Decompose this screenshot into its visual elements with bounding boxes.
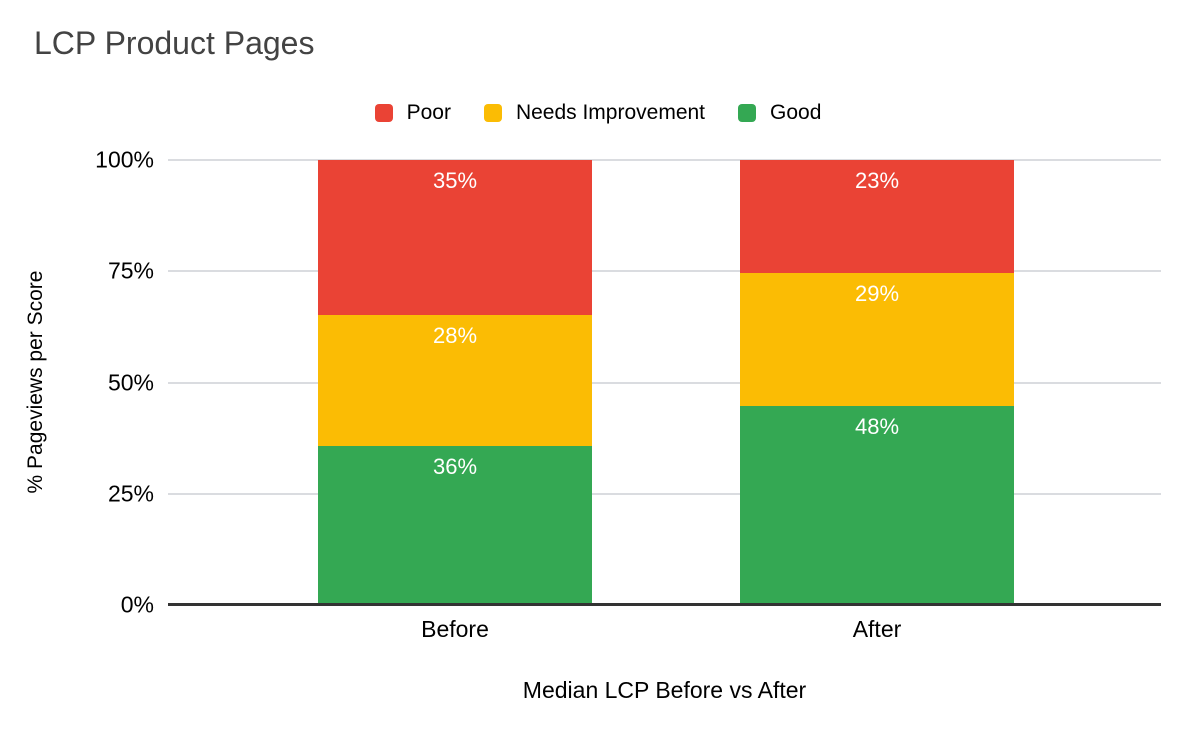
x-axis-baseline	[168, 603, 1161, 606]
x-category-label-after: After	[852, 616, 902, 642]
y-tick-label-50%: 50%	[107, 369, 154, 395]
legend-swatch-needs-improvement-icon	[483, 104, 502, 122]
y-axis-title: % Pageviews per Score	[24, 270, 47, 494]
legend-item-poor: Poor	[374, 101, 451, 125]
bar-value-label: 48%	[854, 414, 900, 440]
bar-segment-needs-improvement-before: 28%	[318, 315, 592, 447]
legend-swatch-poor-icon	[374, 104, 393, 122]
bar-segment-good-before: 36%	[318, 446, 592, 606]
bar-value-label: 35%	[432, 168, 478, 193]
y-tick-label-25%: 25%	[107, 480, 154, 507]
y-tick-label-75%: 75%	[107, 257, 154, 284]
legend-swatch-good-icon	[738, 104, 757, 122]
bar-segment-needs-improvement-after: 29%	[740, 272, 1014, 407]
y-tick-label-100%: 100%	[95, 146, 154, 173]
gridline-100%	[168, 159, 1161, 161]
legend-item-good: Good	[738, 101, 821, 125]
plot-area: 35% 28% 36% 23% 29% 48%	[168, 159, 1161, 606]
bar-value-label: 29%	[854, 280, 900, 306]
gridline-25%	[168, 492, 1161, 495]
legend-item-needs-improvement: Needs Improvement	[483, 101, 706, 125]
legend: Poor Needs Improvement Good	[0, 101, 1196, 125]
legend-label-good: Good	[770, 101, 822, 124]
bar-after: 23% 29% 48%	[740, 160, 1014, 605]
bar-value-label: 36%	[432, 454, 478, 480]
chart-title: LCP Product Pages	[34, 25, 315, 61]
y-tick-label-0%: 0%	[120, 591, 154, 618]
legend-label-needs-improvement: Needs Improvement	[515, 101, 706, 124]
x-axis-title: Median LCP Before vs After	[522, 677, 807, 703]
gridline-50%	[168, 381, 1161, 384]
bar-value-label: 28%	[432, 323, 478, 349]
bar-segment-good-after: 48%	[740, 406, 1014, 605]
bar-before: 35% 28% 36%	[318, 160, 592, 606]
x-category-label-before: Before	[421, 616, 489, 642]
bar-value-label: 23%	[854, 168, 900, 193]
bar-segment-poor-after: 23%	[740, 160, 1014, 273]
bar-segment-poor-before: 35%	[318, 160, 592, 316]
legend-label-poor: Poor	[406, 101, 451, 124]
gridline-75%	[168, 270, 1161, 273]
